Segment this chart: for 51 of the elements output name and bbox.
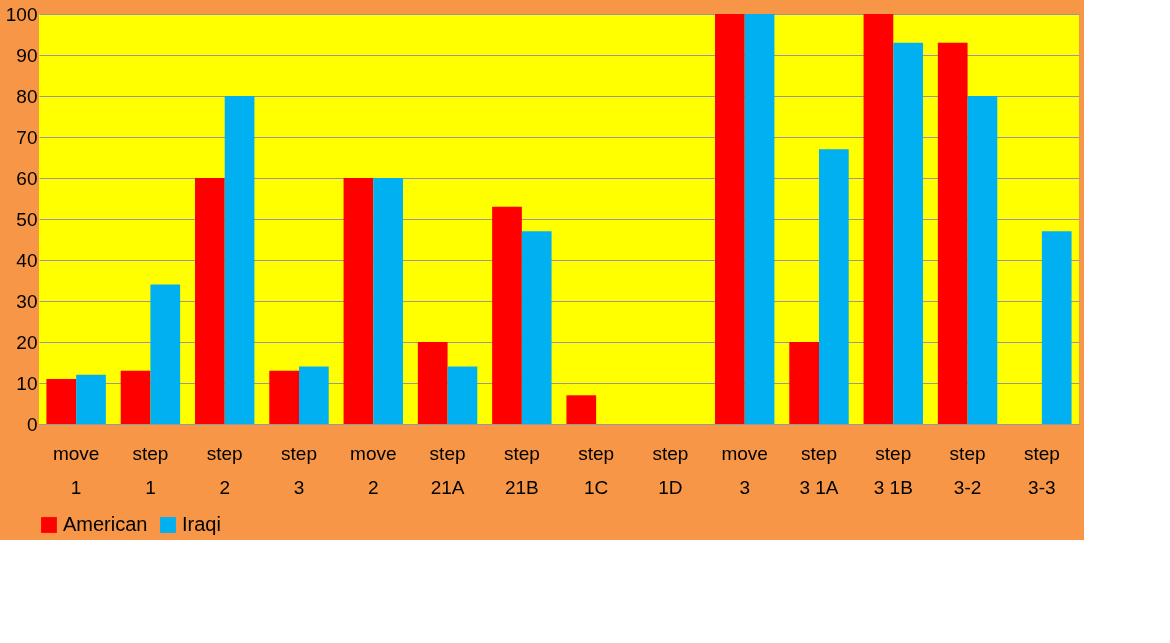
x-tick-label: move 1 (52, 442, 100, 498)
x-tick-label: step 21B (503, 442, 540, 498)
y-tick-label: 10 (16, 372, 38, 394)
bar (373, 178, 403, 424)
y-tick-label: 60 (16, 167, 38, 189)
bar (715, 14, 745, 424)
x-tick-label: step 3 (281, 442, 317, 498)
bar (46, 378, 77, 424)
bar (967, 96, 998, 424)
legend-label: Iraqi (182, 513, 221, 535)
legend-label: American (63, 513, 148, 535)
x-tick-label: step 2 (206, 442, 243, 498)
bar (224, 96, 255, 424)
y-tick-label: 0 (26, 413, 38, 435)
x-tick-label: step 1D (652, 442, 689, 498)
y-tick-label: 30 (16, 290, 38, 312)
bar (417, 342, 448, 424)
bar (120, 370, 151, 424)
bar (789, 342, 819, 424)
x-tick-label: step 3-3 (1023, 442, 1060, 498)
y-tick-label: 70 (16, 126, 38, 148)
bar (566, 395, 597, 424)
y-tick-label: 20 (16, 331, 38, 353)
bar (195, 178, 225, 424)
bar (269, 370, 299, 424)
x-tick-label: step 3 1A (799, 442, 839, 498)
bar (1041, 231, 1072, 424)
bar (819, 149, 849, 424)
bar (150, 284, 181, 424)
bar (343, 178, 374, 424)
x-tick-label: move 3 (721, 442, 768, 498)
y-tick-label: 100 (5, 3, 38, 25)
bar (521, 231, 552, 424)
x-tick-label: step 1 (132, 442, 169, 498)
bar (76, 374, 106, 424)
x-tick-label: step 1C (578, 442, 615, 498)
x-tick-label: step 3-2 (949, 442, 986, 498)
bar (447, 366, 478, 424)
x-tick-label: step 21A (429, 442, 466, 498)
bar (299, 366, 329, 424)
y-tick-label: 40 (16, 249, 38, 271)
bar (893, 42, 923, 424)
y-tick-label: 80 (16, 85, 38, 107)
bar (937, 42, 968, 424)
bar (744, 14, 775, 424)
bar (863, 14, 894, 424)
y-tick-label: 50 (16, 208, 38, 230)
x-tick-label: move 2 (350, 442, 397, 498)
x-tick-label: step 3 1B (873, 442, 913, 498)
bar (492, 206, 522, 424)
y-tick-label: 90 (16, 44, 38, 66)
